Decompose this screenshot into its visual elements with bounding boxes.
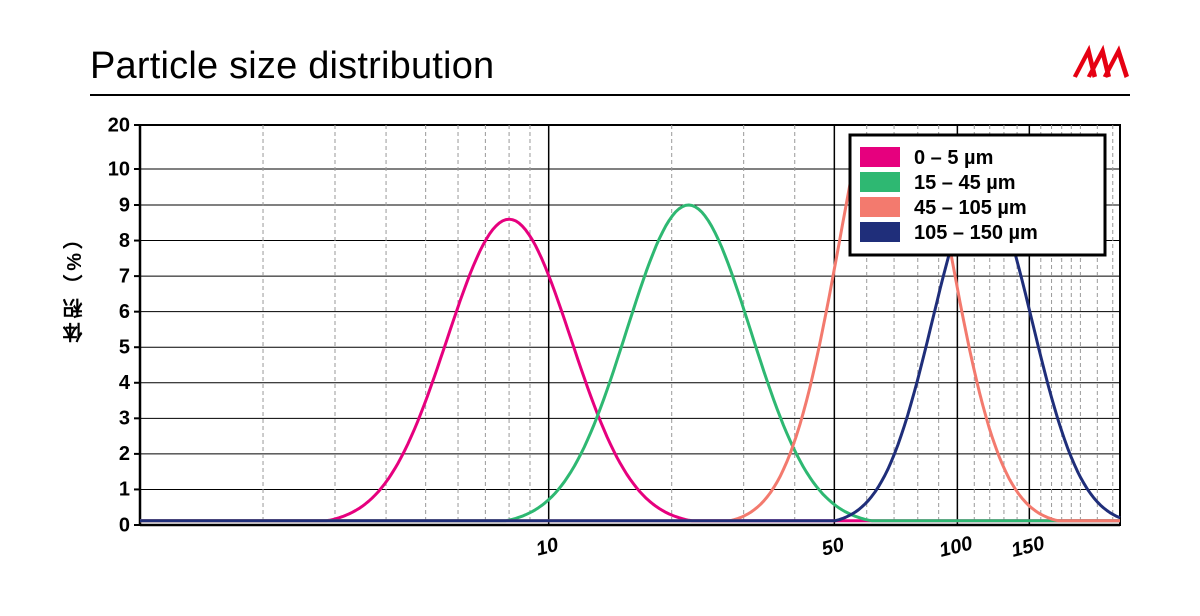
legend-label: 45 – 105 µm	[914, 197, 1027, 219]
legend: 0 – 5 µm 15 – 45 µm 45 – 105 µm 105 – 150 µ…	[850, 135, 1105, 255]
legend-swatch	[860, 172, 900, 192]
legend-label: 15 – 45 µm	[914, 172, 1016, 194]
y-axis-label: 体积（%）	[60, 225, 89, 343]
svg-text:100: 100	[937, 532, 975, 561]
svg-text:9: 9	[119, 194, 130, 216]
svg-text:150: 150	[1009, 532, 1047, 561]
legend-swatch	[860, 222, 900, 242]
svg-text:6: 6	[119, 301, 130, 323]
svg-text:10: 10	[534, 534, 561, 561]
legend-swatch	[860, 197, 900, 217]
chart-svg: 0 1 2 3 4 5 6 7 8 9 10 20 10 50 100 150 0 – 5 µm 15 – 45 …	[60, 115, 1160, 585]
distribution-chart: 体积（%） 0 1 2 3 4 5 6 7 8 9 10 20 10 50 100 150 0 – 5 µm 15…	[60, 115, 1160, 585]
svg-text:8: 8	[119, 230, 130, 252]
svg-text:20: 20	[108, 114, 130, 136]
svg-text:2: 2	[119, 443, 130, 465]
brand-logo	[1071, 49, 1132, 88]
svg-text:4: 4	[119, 372, 131, 394]
svg-text:5: 5	[119, 337, 130, 359]
page-title: Particle size distribution	[90, 45, 494, 88]
svg-text:1: 1	[119, 479, 130, 501]
legend-label: 0 – 5 µm	[914, 147, 993, 169]
svg-text:10: 10	[108, 158, 130, 180]
svg-text:0: 0	[119, 514, 130, 536]
svg-text:7: 7	[119, 265, 130, 287]
svg-text:3: 3	[119, 408, 130, 430]
svg-text:50: 50	[819, 534, 846, 561]
legend-label: 105 – 150 µm	[914, 222, 1038, 244]
legend-swatch	[860, 147, 900, 167]
